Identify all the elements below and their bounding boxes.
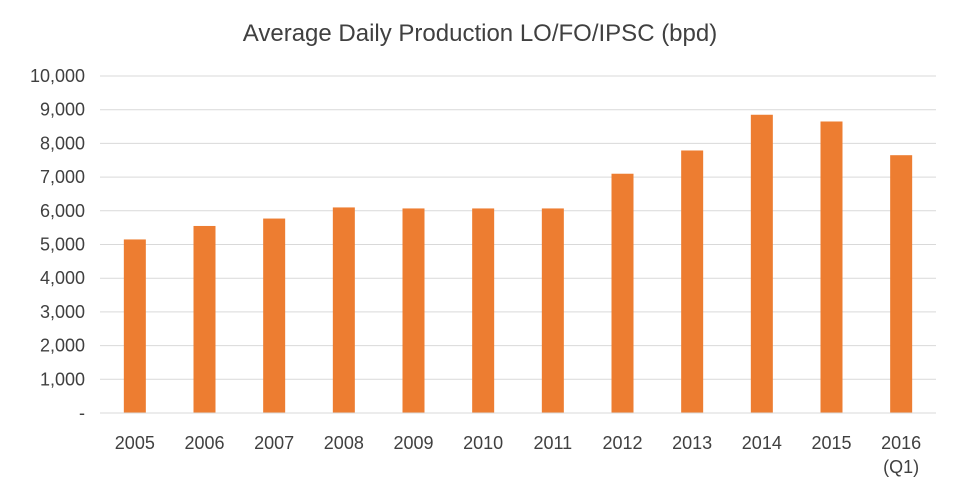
bars [123,114,913,414]
bar [263,218,286,413]
bar [750,114,773,413]
bar [681,150,704,414]
bar [193,225,216,413]
y-tick-label: 4,000 [40,268,85,288]
x-tick-label: 2013 [672,433,712,453]
chart-title: Average Daily Production LO/FO/IPSC (bpd… [243,20,717,47]
x-axis-tick-labels: 2005 2006 2007 2008 2009 2010 2011 2012 2013 2014… [115,433,921,477]
x-tick-label: 2006 [184,433,224,453]
x-tick-label: 2012 [602,433,642,453]
y-tick-label: 5,000 [40,235,85,255]
y-tick-label: 7,000 [40,167,85,187]
x-tick-label: 2011 [533,433,572,453]
x-tick-label: 2014 [742,433,782,453]
y-tick-label: 2,000 [40,336,85,356]
x-tick-label: 2009 [393,433,433,453]
bar [332,207,355,413]
x-tick-label: 2010 [463,433,503,453]
y-tick-label: 1,000 [40,369,85,389]
x-tick-label: 2016 (Q1) [881,433,921,477]
gridlines [100,75,936,380]
x-tick-label: 2008 [324,433,364,453]
y-tick-label: 8,000 [40,133,85,153]
bar [472,208,495,413]
x-tick-label: 2007 [254,433,294,453]
bar [890,155,913,413]
y-tick-label: 3,000 [40,302,85,322]
x-tick-label: 2015 [811,433,851,453]
bar [611,173,634,413]
y-axis-tick-labels: - 1,000 2,000 3,000 4,000 5,000 6,000 7,000 8,00… [30,66,85,423]
y-tick-label: 6,000 [40,201,85,221]
bar [541,208,564,413]
y-tick-label: 10,000 [30,66,85,86]
x-tick-label: 2005 [115,433,155,453]
y-tick-label: - [79,403,85,423]
bar [123,239,146,413]
bar [402,208,425,413]
y-tick-label: 9,000 [40,100,85,120]
bar [820,121,843,414]
